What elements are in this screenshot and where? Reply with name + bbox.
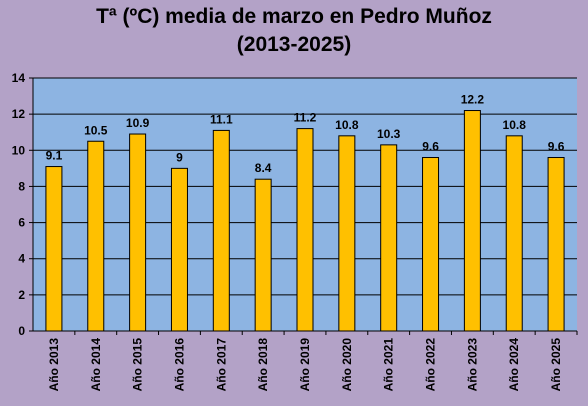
x-tick-label: Año 2016 [172,338,186,392]
bar [547,157,565,332]
x-tick-label: Año 2025 [549,338,563,392]
data-label: 9 [176,150,183,164]
data-label: 9.6 [422,140,439,154]
data-label: 10.8 [503,118,527,132]
chart-title: Tª (ºC) media de marzo en Pedro Muñoz [96,5,492,28]
data-label: 10.8 [335,118,359,132]
x-tick-label: Año 2015 [131,338,145,392]
data-label: 12.2 [461,93,485,107]
y-tick-label: 14 [12,71,26,85]
chart-subtitle: (2013-2025) [236,33,352,56]
x-tick-label: Año 2020 [340,338,354,392]
x-tick-label: Año 2021 [382,338,396,392]
x-tick-label: Año 2022 [424,338,438,392]
bar [505,135,523,332]
x-tick-label: Año 2024 [507,338,521,392]
bar [212,129,230,332]
bar [296,128,314,332]
data-label: 11.1 [210,112,233,126]
data-label: 9.1 [46,149,63,163]
bar [129,133,147,332]
y-tick-label: 12 [12,107,26,121]
bar [170,167,188,332]
x-tick-label: Año 2019 [298,338,312,392]
y-tick-label: 4 [18,252,25,266]
data-label: 10.3 [377,127,401,141]
data-label: 8.4 [255,161,272,175]
bar [463,110,481,332]
bar [338,135,356,332]
y-tick-label: 0 [18,324,25,338]
bar [422,157,440,332]
y-tick-label: 8 [18,179,25,193]
data-label: 9.6 [548,140,565,154]
y-tick-label: 10 [12,143,26,157]
bar [45,166,63,332]
x-tick-label: Año 2014 [89,338,103,392]
y-tick-label: 6 [18,216,25,230]
x-tick-label: Año 2018 [256,338,270,392]
data-label: 10.5 [84,123,108,137]
data-label: 10.9 [126,116,150,130]
y-tick-label: 2 [18,288,25,302]
bar [254,178,272,332]
data-label: 11.2 [294,111,317,125]
bar [380,144,398,332]
x-tick-label: Año 2023 [465,338,479,392]
x-tick-label: Año 2017 [214,338,228,392]
x-tick-label: Año 2013 [47,338,61,392]
bar [87,140,105,332]
